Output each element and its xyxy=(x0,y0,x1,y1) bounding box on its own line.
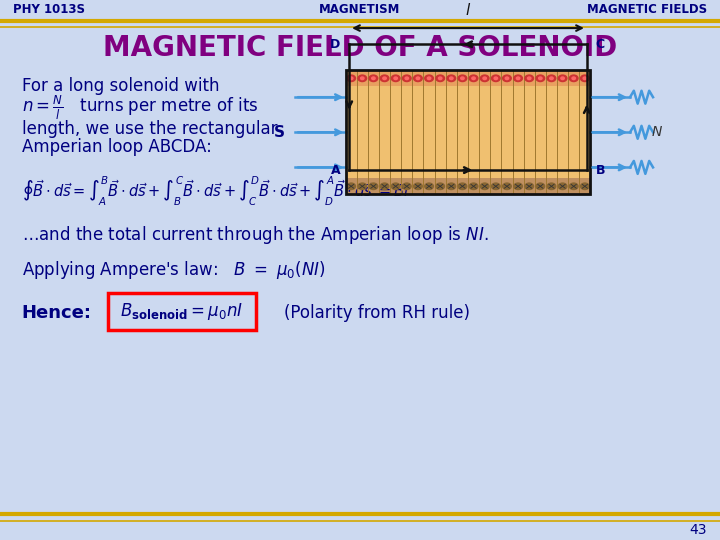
Circle shape xyxy=(536,75,544,82)
Bar xyxy=(346,70,590,194)
Circle shape xyxy=(402,183,411,190)
Text: For a long solenoid with: For a long solenoid with xyxy=(22,77,219,96)
Circle shape xyxy=(570,183,578,190)
Circle shape xyxy=(436,183,444,190)
Circle shape xyxy=(547,183,556,190)
FancyBboxPatch shape xyxy=(108,293,256,330)
Circle shape xyxy=(516,77,520,79)
Circle shape xyxy=(392,75,400,82)
Text: …and the total current through the Amperian loop is $NI$.: …and the total current through the Amper… xyxy=(22,224,488,246)
Circle shape xyxy=(380,75,389,82)
Circle shape xyxy=(347,183,356,190)
Circle shape xyxy=(425,183,433,190)
Circle shape xyxy=(514,75,523,82)
Circle shape xyxy=(413,183,422,190)
Circle shape xyxy=(369,183,378,190)
Circle shape xyxy=(550,77,553,79)
Circle shape xyxy=(405,77,408,79)
Circle shape xyxy=(536,183,544,190)
Text: $n = \frac{N}{l}$   turns per metre of its: $n = \frac{N}{l}$ turns per metre of its xyxy=(22,94,258,122)
Circle shape xyxy=(472,77,475,79)
Text: S: S xyxy=(274,125,284,140)
Circle shape xyxy=(505,77,508,79)
Circle shape xyxy=(480,75,489,82)
Circle shape xyxy=(458,75,467,82)
Circle shape xyxy=(413,75,422,82)
Circle shape xyxy=(438,77,442,79)
Text: $l$: $l$ xyxy=(465,2,471,18)
Circle shape xyxy=(469,75,478,82)
Circle shape xyxy=(383,77,386,79)
Circle shape xyxy=(572,77,575,79)
Circle shape xyxy=(480,183,489,190)
Circle shape xyxy=(547,75,556,82)
Text: B: B xyxy=(595,164,605,177)
Circle shape xyxy=(361,77,364,79)
Circle shape xyxy=(369,75,378,82)
Circle shape xyxy=(347,75,356,82)
Circle shape xyxy=(469,183,478,190)
Circle shape xyxy=(436,75,444,82)
Text: D: D xyxy=(330,38,341,51)
Bar xyxy=(346,70,590,194)
Circle shape xyxy=(558,183,567,190)
Circle shape xyxy=(392,183,400,190)
Circle shape xyxy=(458,183,467,190)
Circle shape xyxy=(483,77,487,79)
Circle shape xyxy=(503,183,511,190)
Text: MAGNETIC FIELD OF A SOLENOID: MAGNETIC FIELD OF A SOLENOID xyxy=(103,33,617,62)
Circle shape xyxy=(580,75,589,82)
Text: (Polarity from RH rule): (Polarity from RH rule) xyxy=(284,304,470,322)
Text: MAGNETIC FIELDS: MAGNETIC FIELDS xyxy=(587,3,707,16)
Text: PHY 1013S: PHY 1013S xyxy=(13,3,85,16)
Circle shape xyxy=(528,77,531,79)
Circle shape xyxy=(583,77,587,79)
Circle shape xyxy=(428,77,431,79)
Circle shape xyxy=(358,183,366,190)
Circle shape xyxy=(372,77,375,79)
Circle shape xyxy=(358,75,366,82)
Circle shape xyxy=(492,75,500,82)
Circle shape xyxy=(494,77,498,79)
Circle shape xyxy=(349,77,353,79)
Circle shape xyxy=(561,77,564,79)
Circle shape xyxy=(492,183,500,190)
Circle shape xyxy=(514,183,523,190)
Circle shape xyxy=(402,75,411,82)
Circle shape xyxy=(380,183,389,190)
Circle shape xyxy=(394,77,397,79)
Text: $B_{\mathbf{solenoid}} = \mu_0 nI$: $B_{\mathbf{solenoid}} = \mu_0 nI$ xyxy=(120,301,243,322)
Circle shape xyxy=(416,77,420,79)
Text: A: A xyxy=(331,164,341,177)
Text: length, we use the rectangular: length, we use the rectangular xyxy=(22,119,277,138)
Bar xyxy=(346,70,590,86)
Text: Hence:: Hence: xyxy=(22,304,91,322)
Circle shape xyxy=(503,75,511,82)
Text: MAGNETISM: MAGNETISM xyxy=(319,3,401,16)
Text: C: C xyxy=(595,38,605,51)
Text: Applying Ampere's law:   $B \ = \ \mu_0(NI)$: Applying Ampere's law: $B \ = \ \mu_0(NI… xyxy=(22,259,325,281)
Circle shape xyxy=(539,77,542,79)
Circle shape xyxy=(558,75,567,82)
Text: $\mathit{N}$: $\mathit{N}$ xyxy=(652,125,663,139)
Circle shape xyxy=(580,183,589,190)
Circle shape xyxy=(570,75,578,82)
Circle shape xyxy=(525,75,534,82)
Circle shape xyxy=(461,77,464,79)
Circle shape xyxy=(525,183,534,190)
Text: Amperian loop ABCDA:: Amperian loop ABCDA: xyxy=(22,138,212,156)
Circle shape xyxy=(425,75,433,82)
Circle shape xyxy=(447,183,456,190)
Circle shape xyxy=(447,75,456,82)
Text: 43: 43 xyxy=(690,523,707,537)
Text: $\oint \vec{B} \cdot d\vec{s} = \int_A^B \vec{B} \cdot d\vec{s} + \int_B^C \vec{: $\oint \vec{B} \cdot d\vec{s} = \int_A^B… xyxy=(22,175,409,208)
Bar xyxy=(346,178,590,194)
Circle shape xyxy=(449,77,453,79)
